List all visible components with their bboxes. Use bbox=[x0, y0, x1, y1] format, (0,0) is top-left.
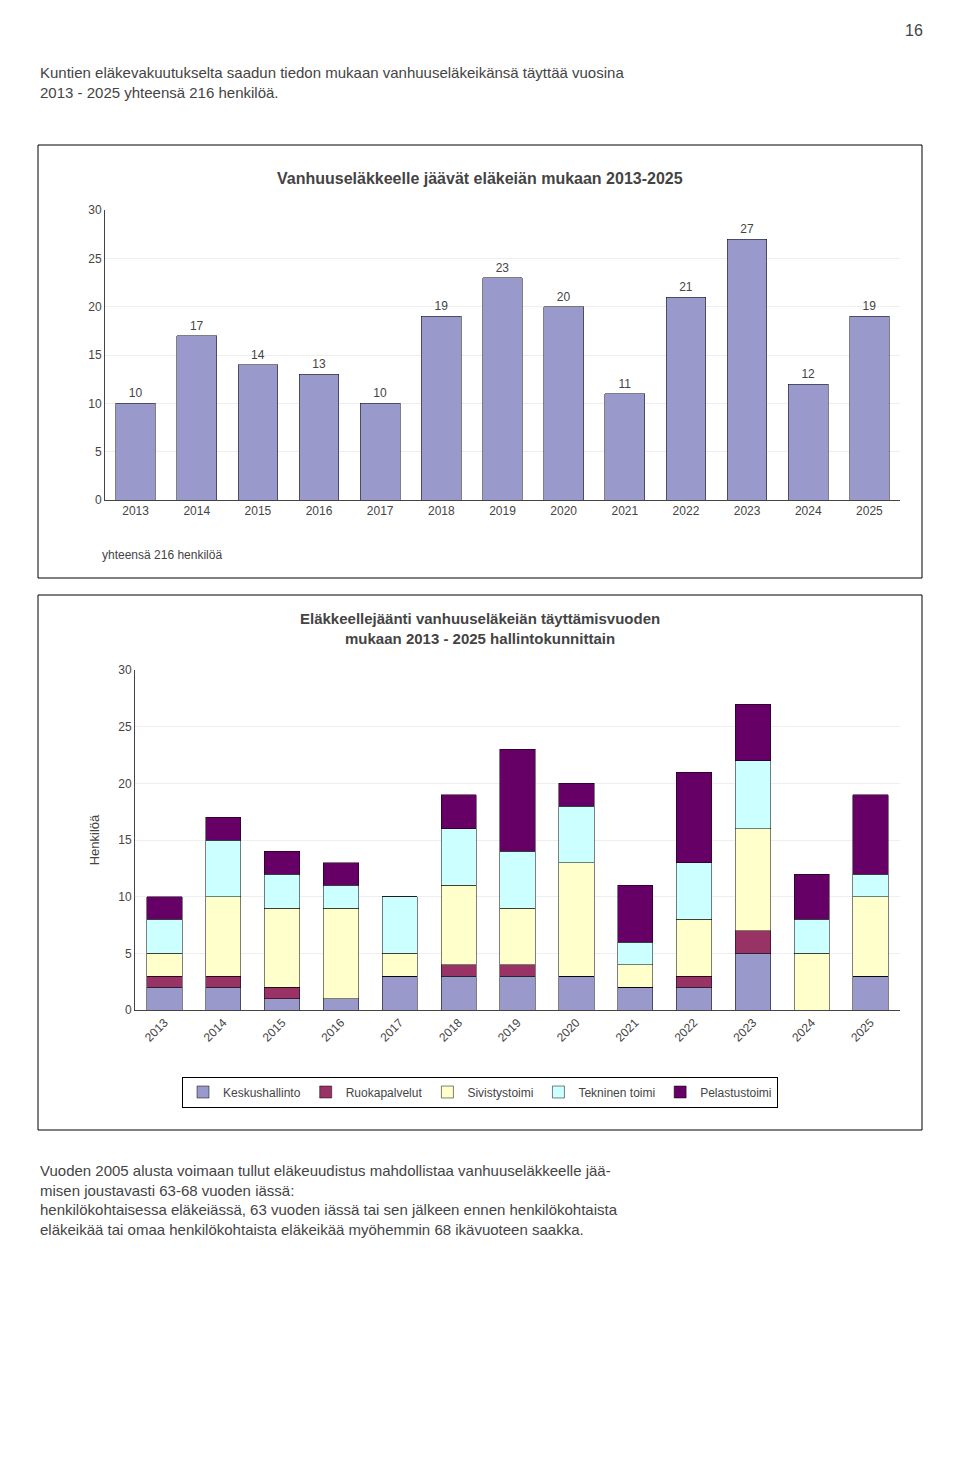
svg-text:30: 30 bbox=[88, 203, 102, 217]
svg-text:2021: 2021 bbox=[611, 504, 638, 518]
svg-text:14: 14 bbox=[251, 348, 265, 362]
svg-text:2021: 2021 bbox=[613, 1016, 642, 1045]
svg-text:2015: 2015 bbox=[260, 1016, 289, 1045]
svg-text:23: 23 bbox=[496, 261, 510, 275]
svg-text:2019: 2019 bbox=[495, 1016, 524, 1045]
svg-text:13: 13 bbox=[312, 357, 326, 371]
svg-text:21: 21 bbox=[679, 280, 693, 294]
svg-text:15: 15 bbox=[88, 348, 102, 362]
svg-text:2013: 2013 bbox=[142, 1016, 171, 1045]
svg-text:30: 30 bbox=[118, 663, 132, 677]
svg-text:27: 27 bbox=[740, 222, 754, 236]
svg-text:Vanhuuseläkkeelle jäävät eläke: Vanhuuseläkkeelle jäävät eläkeiän mukaan… bbox=[277, 170, 683, 187]
svg-text:10: 10 bbox=[88, 397, 102, 411]
svg-text:2018: 2018 bbox=[436, 1016, 465, 1045]
svg-text:19: 19 bbox=[863, 299, 877, 313]
svg-text:2015: 2015 bbox=[245, 504, 272, 518]
svg-text:19: 19 bbox=[435, 299, 449, 313]
svg-text:2022: 2022 bbox=[673, 504, 700, 518]
svg-text:10: 10 bbox=[118, 890, 132, 904]
svg-text:2025: 2025 bbox=[848, 1016, 877, 1045]
svg-text:Pelastustoimi: Pelastustoimi bbox=[700, 1086, 771, 1100]
svg-text:0: 0 bbox=[125, 1003, 132, 1017]
svg-text:yhteensä 216 henkilöä: yhteensä 216 henkilöä bbox=[102, 548, 222, 562]
svg-text:2016: 2016 bbox=[306, 504, 333, 518]
svg-text:16: 16 bbox=[905, 22, 923, 39]
svg-text:15: 15 bbox=[118, 833, 132, 847]
svg-text:Ruokapalvelut: Ruokapalvelut bbox=[346, 1086, 423, 1100]
svg-text:Henkilöä: Henkilöä bbox=[87, 814, 102, 865]
svg-text:10: 10 bbox=[129, 386, 143, 400]
svg-text:10: 10 bbox=[373, 386, 387, 400]
svg-text:2023: 2023 bbox=[730, 1016, 759, 1045]
svg-text:25: 25 bbox=[118, 720, 132, 734]
svg-text:25: 25 bbox=[88, 252, 102, 266]
svg-text:2020: 2020 bbox=[554, 1016, 583, 1045]
svg-text:2019: 2019 bbox=[489, 504, 516, 518]
svg-text:2017: 2017 bbox=[367, 504, 394, 518]
svg-text:Kuntien eläkevakuutukselta saa: Kuntien eläkevakuutukselta saadun tiedon… bbox=[40, 64, 624, 101]
svg-text:Keskushallinto: Keskushallinto bbox=[223, 1086, 301, 1100]
svg-text:20: 20 bbox=[557, 290, 571, 304]
svg-text:20: 20 bbox=[88, 300, 102, 314]
svg-text:12: 12 bbox=[801, 367, 815, 381]
svg-text:Eläkkeellejäänti vanhuuseläkei: Eläkkeellejäänti vanhuuseläkeiän täyttäm… bbox=[300, 610, 660, 647]
svg-text:2024: 2024 bbox=[789, 1016, 818, 1045]
svg-text:2013: 2013 bbox=[122, 504, 149, 518]
svg-text:Sivistystoimi: Sivistystoimi bbox=[467, 1086, 533, 1100]
svg-text:2024: 2024 bbox=[795, 504, 822, 518]
svg-text:2014: 2014 bbox=[201, 1016, 230, 1045]
svg-text:2023: 2023 bbox=[734, 504, 761, 518]
svg-text:2020: 2020 bbox=[550, 504, 577, 518]
svg-text:2016: 2016 bbox=[319, 1016, 348, 1045]
svg-text:5: 5 bbox=[95, 445, 102, 459]
svg-text:2014: 2014 bbox=[183, 504, 210, 518]
svg-text:0: 0 bbox=[95, 493, 102, 507]
svg-text:Vuoden 2005 alusta voimaan tul: Vuoden 2005 alusta voimaan tullut eläkeu… bbox=[40, 1162, 618, 1238]
svg-text:2018: 2018 bbox=[428, 504, 455, 518]
svg-text:11: 11 bbox=[618, 377, 631, 391]
svg-text:2022: 2022 bbox=[672, 1016, 701, 1045]
svg-text:2025: 2025 bbox=[856, 504, 883, 518]
svg-text:20: 20 bbox=[118, 777, 132, 791]
svg-text:17: 17 bbox=[190, 319, 204, 333]
svg-text:2017: 2017 bbox=[377, 1016, 406, 1045]
svg-text:Tekninen toimi: Tekninen toimi bbox=[578, 1086, 655, 1100]
svg-text:5: 5 bbox=[125, 947, 132, 961]
